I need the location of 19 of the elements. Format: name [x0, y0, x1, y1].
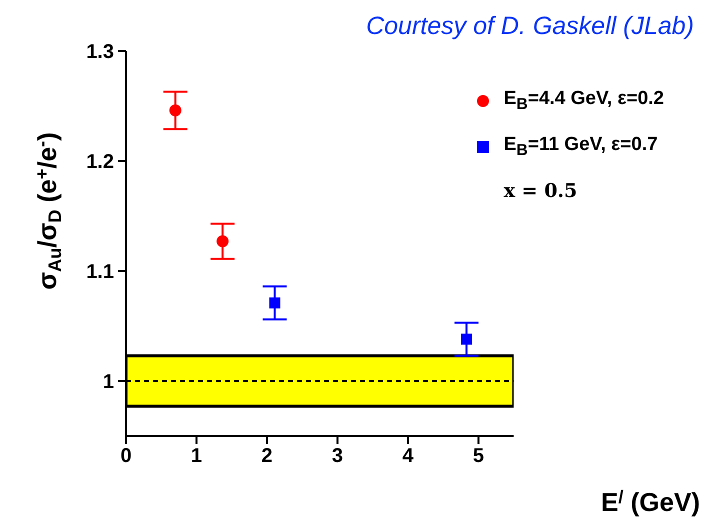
point: [216, 235, 229, 248]
x-tick-label: 0: [120, 445, 132, 468]
y-tick-label: 1.1: [86, 261, 114, 284]
x-tick-label: 1: [190, 445, 202, 468]
text: Courtesy of D. Gaskell (JLab): [366, 12, 694, 41]
legend-label: E$_{B}$=4.4 GeV, ε=0.2: [504, 88, 664, 114]
point: [460, 334, 472, 345]
annotation: x = 0.5: [504, 180, 578, 202]
point: [269, 297, 280, 308]
x-tick-label: 5: [472, 445, 484, 468]
x-tick-label: 4: [402, 445, 414, 468]
x-axis-title: E$^{/}$ (GeV): [601, 486, 700, 517]
y-tick-label: 1.2: [86, 151, 114, 174]
y-tick-label: 1.3: [86, 41, 114, 64]
x-tick-label: 2: [261, 445, 273, 468]
y-tick-label: 1: [102, 371, 114, 394]
point: [169, 104, 182, 116]
x-tick-label: 3: [332, 445, 344, 468]
legend-label: E$_{B}$=11 GeV, ε=0.7: [504, 134, 658, 160]
